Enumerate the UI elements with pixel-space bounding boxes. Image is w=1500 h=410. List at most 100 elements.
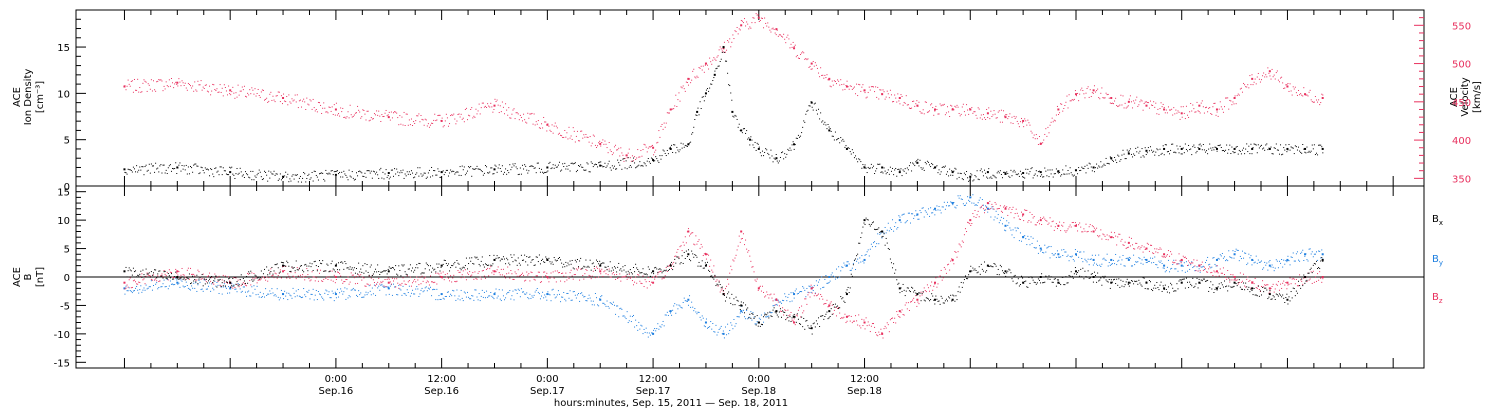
- by-scatter-point: [1008, 222, 1010, 224]
- velocity-scatter-point: [562, 136, 564, 138]
- bz-scatter-point: [588, 274, 590, 276]
- by-scatter-point: [1162, 267, 1164, 269]
- velocity-scatter-point: [155, 90, 157, 92]
- bz-scatter-point: [1029, 211, 1031, 213]
- bz-scatter-point: [883, 328, 885, 330]
- density-scatter-point: [697, 107, 699, 109]
- density-scatter-point: [884, 170, 886, 172]
- density-scatter-point: [228, 174, 230, 176]
- velocity-scatter-point: [925, 101, 927, 103]
- velocity-scatter-point: [364, 113, 366, 115]
- density-scatter-point: [169, 164, 171, 166]
- velocity-scatter-point: [1216, 111, 1218, 113]
- by-scatter-point: [764, 312, 766, 314]
- bz-scatter-point: [256, 282, 258, 284]
- velocity-scatter-point: [558, 132, 560, 134]
- bz-scatter-point: [797, 309, 799, 311]
- by-scatter-point: [192, 287, 194, 289]
- bz-scatter-point: [1085, 223, 1087, 225]
- velocity-scatter-point: [1178, 111, 1180, 113]
- velocity-scatter-point: [934, 110, 936, 112]
- bz-scatter-point: [240, 285, 242, 287]
- bz-scatter-point: [930, 285, 932, 287]
- density-scatter-point: [521, 164, 523, 166]
- velocity-scatter-point: [982, 114, 984, 116]
- bz-scatter-point: [1173, 262, 1175, 264]
- bz-scatter-point: [689, 235, 691, 237]
- bz-scatter-point: [621, 276, 623, 278]
- by-scatter-point: [207, 285, 209, 287]
- bz-scatter-point: [1060, 230, 1062, 232]
- by-scatter-point: [149, 286, 151, 288]
- by-scatter-point: [844, 264, 846, 266]
- bz-scatter-point: [1049, 217, 1051, 219]
- bz-scatter-point: [133, 279, 135, 281]
- velocity-scatter-point: [1000, 109, 1002, 111]
- velocity-scatter-point: [759, 19, 761, 21]
- density-scatter-point: [580, 164, 582, 166]
- density-scatter-point: [222, 167, 224, 169]
- by-scatter-point: [363, 296, 365, 298]
- velocity-scatter-point: [493, 108, 495, 110]
- density-scatter-point: [623, 158, 625, 160]
- velocity-scatter-point: [1272, 76, 1274, 78]
- velocity-scatter-point: [366, 110, 368, 112]
- by-scatter-point: [1172, 264, 1174, 266]
- bz-scatter-point: [252, 277, 254, 279]
- bz-scatter-point: [846, 320, 848, 322]
- bz-scatter-point: [683, 244, 685, 246]
- bz-scatter-point: [1240, 281, 1242, 283]
- by-scatter-point: [811, 286, 813, 288]
- bz-scatter-point: [438, 273, 440, 275]
- velocity-point: [1286, 85, 1289, 88]
- by-scatter-point: [597, 304, 599, 306]
- velocity-scatter-point: [1136, 96, 1138, 98]
- bz-scatter-point: [857, 324, 859, 326]
- bz-scatter-point: [482, 269, 484, 271]
- density-scatter-point: [942, 166, 944, 168]
- bz-scatter-point: [1137, 247, 1139, 249]
- density-scatter-point: [876, 168, 878, 170]
- velocity-scatter-point: [391, 117, 393, 119]
- velocity-scatter-point: [1318, 99, 1320, 101]
- density-scatter-point: [960, 173, 962, 175]
- by-scatter-point: [1243, 257, 1245, 259]
- by-scatter-point: [436, 288, 438, 290]
- velocity-scatter-point: [714, 58, 716, 60]
- velocity-scatter-point: [132, 91, 134, 93]
- bz-scatter-point: [1257, 285, 1259, 287]
- velocity-scatter-point: [358, 109, 360, 111]
- velocity-scatter-point: [153, 80, 155, 82]
- bz-scatter-point: [1254, 277, 1256, 279]
- velocity-scatter-point: [650, 145, 652, 147]
- by-scatter-point: [135, 287, 137, 289]
- velocity-point: [1233, 97, 1236, 99]
- density-scatter-point: [257, 172, 259, 174]
- by-scatter-point: [998, 222, 1000, 224]
- bz-scatter-point: [506, 273, 508, 275]
- by-scatter-point: [860, 261, 862, 263]
- density-scatter-point: [397, 171, 399, 173]
- by-scatter-point: [405, 294, 407, 296]
- density-scatter-point: [371, 177, 373, 179]
- velocity-scatter-point: [588, 141, 590, 143]
- by-scatter-point: [164, 286, 166, 288]
- velocity-scatter-point: [1285, 84, 1287, 86]
- bz-scatter-point: [1172, 261, 1174, 263]
- bz-scatter-point: [242, 282, 244, 284]
- velocity-scatter-point: [203, 87, 205, 89]
- bz-scatter-point: [480, 278, 482, 280]
- by-scatter-point: [806, 287, 808, 289]
- bz-scatter-point: [1038, 223, 1040, 225]
- bz-scatter-point: [295, 278, 297, 280]
- bz-scatter-point: [437, 272, 439, 274]
- by-scatter-point: [713, 331, 715, 333]
- bz-scatter-point: [250, 284, 252, 286]
- by-scatter-point: [607, 305, 609, 307]
- density-scatter-point: [345, 174, 347, 176]
- bz-scatter-point: [608, 268, 610, 270]
- by-scatter-point: [369, 290, 371, 292]
- by-scatter-point: [458, 295, 460, 297]
- velocity-scatter-point: [545, 121, 547, 123]
- by-scatter-point: [864, 254, 866, 256]
